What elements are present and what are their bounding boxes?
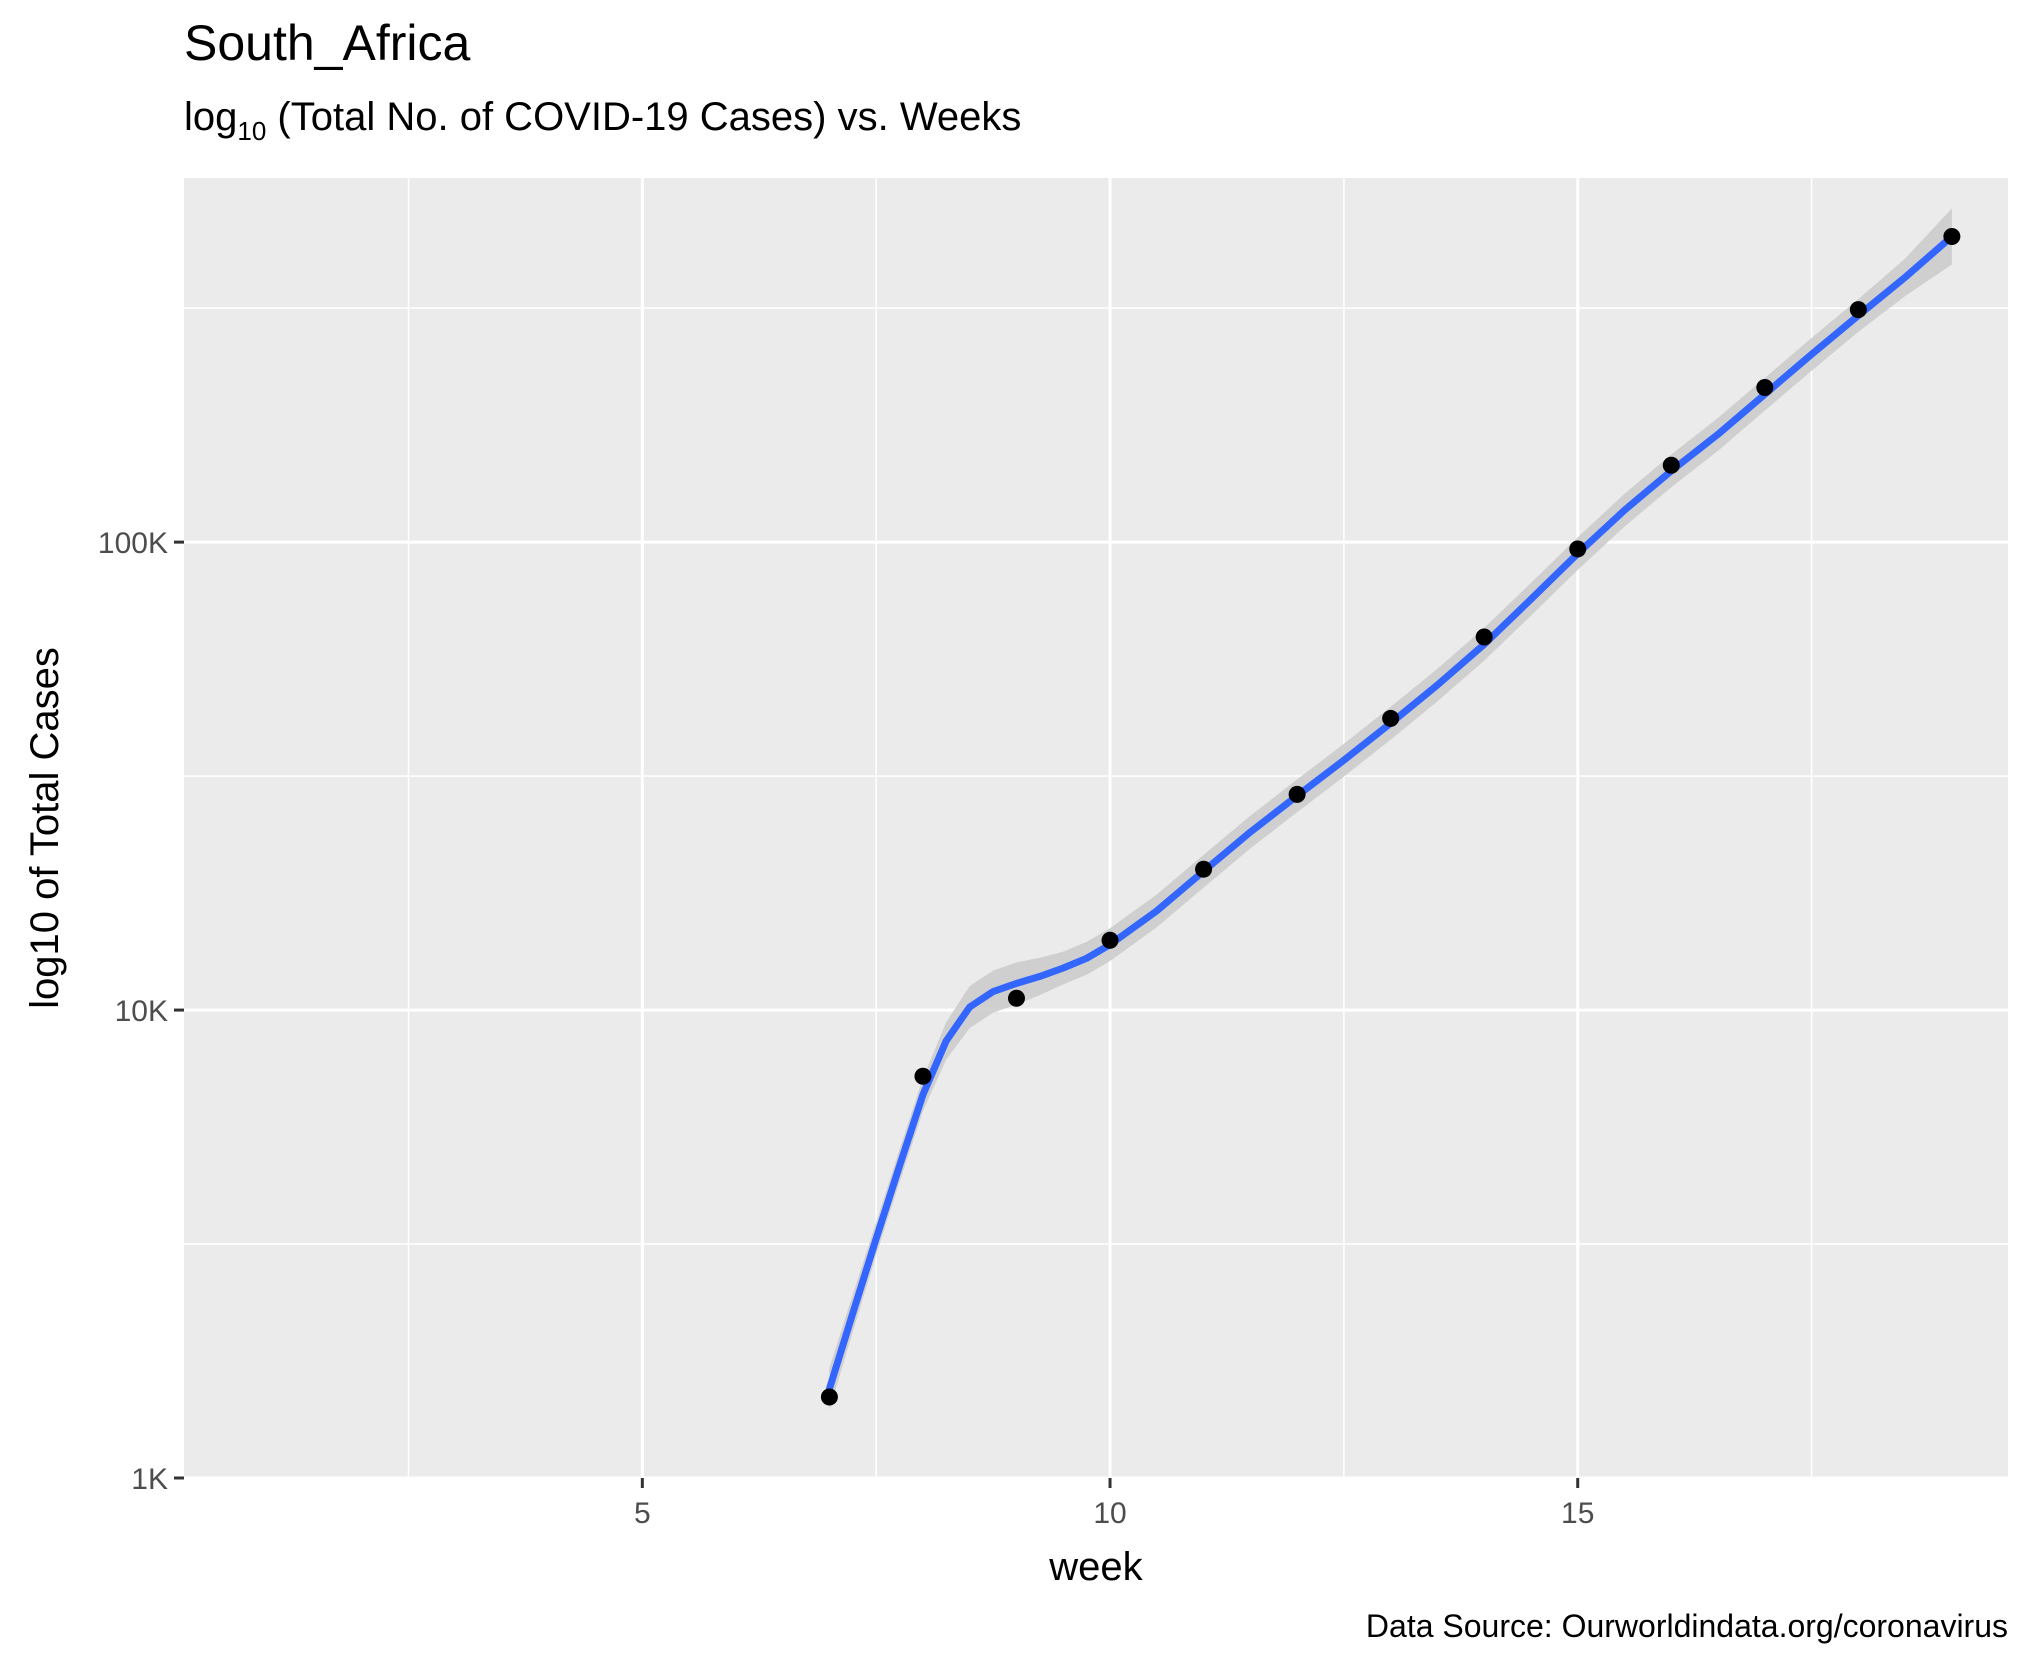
- x-tick-label: 15: [1561, 1497, 1594, 1530]
- data-points: [820, 227, 1961, 1406]
- data-point: [1943, 227, 1961, 245]
- data-point: [1101, 931, 1119, 949]
- data-point: [1382, 709, 1400, 727]
- x-axis: 5 10 15: [634, 1478, 1594, 1530]
- data-point: [1849, 301, 1867, 319]
- data-point: [1195, 860, 1213, 878]
- data-point: [914, 1067, 932, 1085]
- data-point: [1475, 628, 1493, 646]
- x-tick-label: 10: [1093, 1497, 1126, 1530]
- y-tick-label: 100K: [98, 527, 168, 560]
- x-axis-title: week: [1048, 1545, 1143, 1589]
- chart-subtitle: log10 (Total No. of COVID-19 Cases) vs. …: [184, 95, 1021, 146]
- data-point: [1288, 785, 1306, 803]
- chart-title: South_Africa: [184, 15, 470, 71]
- data-source-caption: Data Source: Ourworldindata.org/coronavi…: [1366, 1608, 2008, 1644]
- data-point: [1007, 989, 1025, 1007]
- minor-gridlines: [184, 178, 2008, 1478]
- subtitle-prefix: log: [184, 95, 237, 139]
- plot-panel: [184, 178, 2008, 1478]
- major-gridlines: [184, 178, 2008, 1480]
- x-tick-label: 5: [634, 1497, 651, 1530]
- data-point: [1756, 379, 1774, 397]
- subtitle-subscript: 10: [237, 116, 266, 146]
- y-axis: 1K 10K 100K: [98, 527, 184, 1496]
- subtitle-rest: (Total No. of COVID-19 Cases) vs. Weeks: [266, 95, 1021, 139]
- data-point: [1662, 456, 1680, 474]
- smooth-trend-line: [825, 233, 1956, 1393]
- data-point: [1569, 540, 1587, 558]
- y-tick-label: 1K: [131, 1463, 168, 1496]
- data-point: [820, 1388, 838, 1406]
- y-tick-label: 10K: [115, 995, 168, 1028]
- y-axis-title: log10 of Total Cases: [23, 647, 67, 1009]
